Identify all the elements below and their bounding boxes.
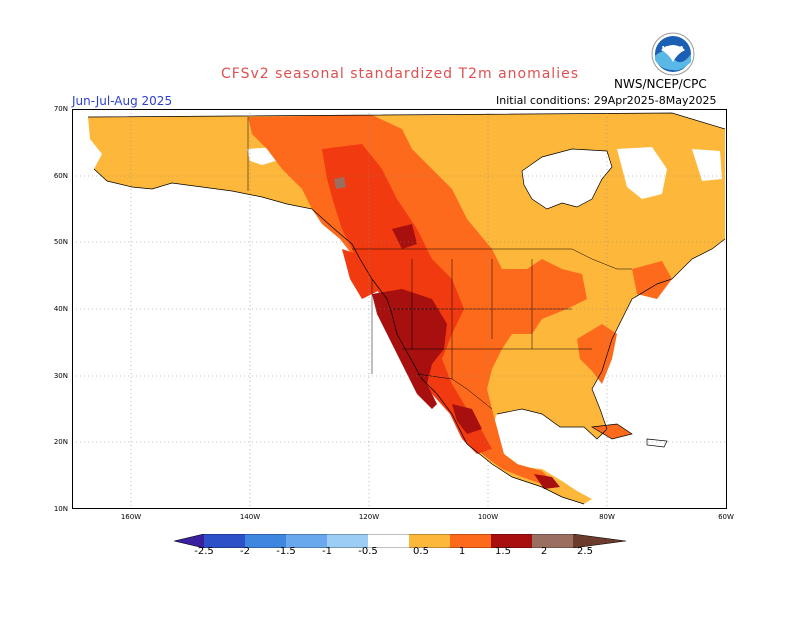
- colorbar-segment-1.5-2: [491, 534, 532, 548]
- lat-label-70: 70N: [53, 105, 68, 113]
- colorbar-label-minus1.5: -1.5: [276, 546, 296, 557]
- anomaly-region-neutral-mexico: [497, 427, 527, 454]
- lon-label-120w: 120W: [358, 513, 380, 521]
- colorbar-segment-1-1.5: [450, 534, 491, 548]
- colorbar-segment-2-1.5: [245, 534, 286, 548]
- political-borders: [247, 117, 632, 410]
- colorbar-label-1: 1: [458, 546, 466, 557]
- anomaly-region-1.0-northeast: [632, 261, 672, 299]
- lat-label-40: 40N: [53, 305, 68, 313]
- anomaly-region-neutral-quebec: [617, 147, 667, 199]
- logo-text: NOAA: [662, 45, 685, 53]
- anomaly-map: [72, 109, 727, 509]
- colorbar-segment-1-0.5: [327, 534, 368, 548]
- initial-conditions-label: Initial conditions: 29Apr2025-8May2025: [496, 94, 717, 107]
- lat-label-20: 20N: [53, 438, 68, 446]
- lat-label-60: 60N: [53, 172, 68, 180]
- lon-label-160w: 160W: [120, 513, 142, 521]
- colorbar-label-2: 2: [540, 546, 548, 557]
- colorbar-label-minus2.5: -2.5: [194, 546, 214, 557]
- lat-label-10: 10N: [53, 505, 68, 513]
- lon-label-100w: 100W: [477, 513, 499, 521]
- agency-label: NWS/NCEP/CPC: [614, 77, 707, 91]
- lat-label-30: 30N: [53, 372, 68, 380]
- colorbar-segment-1.5-1: [286, 534, 327, 548]
- colorbar-label-2.5: 2.5: [577, 546, 593, 557]
- anomaly-region-2.0-central-america: [534, 474, 560, 489]
- anomaly-region-neutral-hudson: [522, 149, 612, 209]
- anomaly-region-2.0-mexico: [452, 404, 482, 434]
- anomaly-region-2.0-north: [392, 224, 417, 249]
- lon-label-60w: 60W: [718, 513, 734, 521]
- map-frame: [72, 109, 727, 509]
- noaa-logo-icon: NOAA: [651, 32, 695, 76]
- map-title: CFSv2 seasonal standardized T2m anomalie…: [220, 66, 579, 82]
- anomaly-region-2.5: [334, 177, 346, 189]
- lon-label-80w: 80W: [599, 513, 615, 521]
- graticule: [72, 109, 727, 509]
- lat-label-50: 50N: [53, 238, 68, 246]
- colorbar-label-minus2: -2: [240, 546, 250, 557]
- colorbar-segment-0.5-1: [409, 534, 450, 548]
- colorbar-segment-2-2.5: [532, 534, 573, 548]
- anomaly-region-neutral-east: [692, 149, 722, 181]
- colorbar: [174, 534, 626, 548]
- season-label: Jun-Jul-Aug 2025: [72, 94, 173, 108]
- colorbar-label-minus1: -1: [322, 546, 332, 557]
- colorbar-segment-gt-2.5: [573, 534, 626, 548]
- colorbar-segment-neutral: [368, 534, 409, 548]
- colorbar-label-0.5: 0.5: [413, 546, 429, 557]
- coastlines: [87, 112, 726, 505]
- lon-label-140w: 140W: [239, 513, 261, 521]
- colorbar-segment-lt-2.5: [174, 534, 204, 548]
- colorbar-segment-2.5-2: [204, 534, 245, 548]
- colorbar-label-minus0.5: -0.5: [358, 546, 378, 557]
- colorbar-label-1.5: 1.5: [495, 546, 511, 557]
